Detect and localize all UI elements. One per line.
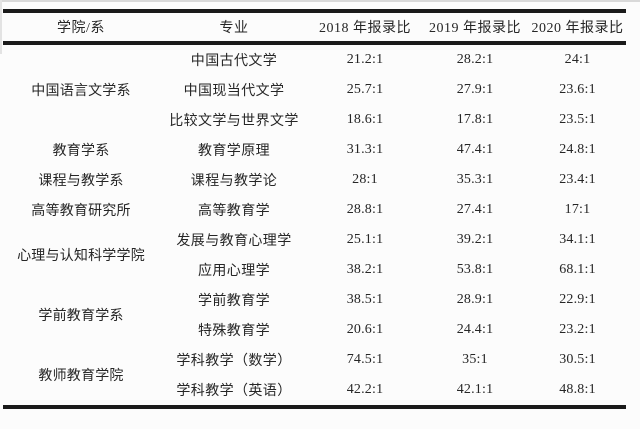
ratio-cell-2018: 25.1:1 bbox=[346, 232, 384, 247]
ratio-cell-2019: 28.2:1 bbox=[456, 52, 494, 67]
ratio-cell-2020: 23.5:1 bbox=[559, 112, 596, 127]
ratio-cell-2018: 38.5:1 bbox=[346, 292, 384, 307]
ratio-cell-2020: 23.4:1 bbox=[559, 172, 596, 187]
major-cell: 中国现当代文学 bbox=[183, 84, 285, 99]
ratio-cell-2020: 48.8:1 bbox=[559, 382, 596, 397]
ratio-cell-2019: 28.9:1 bbox=[456, 292, 494, 307]
major-cell: 比较文学与世界文学 bbox=[169, 114, 299, 129]
ratio-cell-2019: 27.4:1 bbox=[456, 202, 494, 217]
ratio-cell-2019: 27.9:1 bbox=[456, 82, 494, 97]
major-cell: 中国古代文学 bbox=[190, 54, 278, 69]
major-cell: 发展与教育心理学 bbox=[176, 234, 292, 249]
ratio-cell-2018: 31.3:1 bbox=[346, 142, 384, 157]
major-cell: 应用心理学 bbox=[198, 264, 270, 279]
ratio-cell-2020: 68.1:1 bbox=[559, 262, 596, 277]
ratio-cell-2020: 23.2:1 bbox=[559, 322, 596, 337]
table-row: 中国语言文学系 中国古代文学 21.2:1 28.2:1 24:1 bbox=[3, 43, 626, 99]
major-cell: 学科教学（英语） bbox=[176, 384, 292, 399]
admission-ratio-table: 学院/系 专业 2018 年报录比 2019 年报录比 2020 年报录比 中国语言文学… bbox=[3, 9, 626, 409]
department-cell: 心理与认知科学学院 bbox=[17, 249, 145, 264]
photo-top-edge bbox=[0, 0, 640, 2]
ratio-cell-2020: 23.6:1 bbox=[559, 82, 596, 97]
major-cell: 特殊教育学 bbox=[198, 324, 270, 339]
ratio-cell-2018: 18.6:1 bbox=[346, 112, 384, 127]
ratio-cell-2019: 42.1:1 bbox=[456, 382, 494, 397]
table-row: 比较文学与世界文学 18.6:1 17.8:1 23.5:1 bbox=[3, 105, 626, 135]
col-header-department: 学院/系 bbox=[3, 11, 159, 45]
col-header-major: 专业 bbox=[159, 11, 309, 45]
table-row: 中国现当代文学 25.7:1 27.9:1 23.6:1 bbox=[3, 75, 626, 105]
table-row: 高等教育研究所 高等教育学 28.8:1 27.4:1 17:1 bbox=[3, 195, 626, 225]
department-cell: 教师教育学院 bbox=[38, 369, 124, 384]
ratio-cell-2018: 28:1 bbox=[352, 172, 378, 187]
department-cell: 学前教育学系 bbox=[38, 309, 124, 324]
table-row: 课程与教学系 课程与教学论 28:1 35.3:1 23.4:1 bbox=[3, 165, 626, 195]
major-cell: 学前教育学 bbox=[198, 294, 270, 309]
major-cell: 高等教育学 bbox=[198, 204, 270, 219]
ratio-cell-2018: 25.7:1 bbox=[346, 82, 384, 97]
col-header-ratio-2018: 2018 年报录比 bbox=[309, 11, 421, 45]
ratio-cell-2018: 38.2:1 bbox=[346, 262, 384, 277]
ratio-cell-2019: 17.8:1 bbox=[456, 112, 494, 127]
major-cell: 学科教学（数学） bbox=[176, 354, 292, 369]
ratio-cell-2019: 53.8:1 bbox=[456, 262, 494, 277]
table-row: 应用心理学 38.2:1 53.8:1 68.1:1 bbox=[3, 255, 626, 285]
ratio-cell-2019: 35:1 bbox=[462, 352, 488, 367]
ratio-cell-2020: 30.5:1 bbox=[559, 352, 596, 367]
ratio-cell-2019: 24.4:1 bbox=[456, 322, 494, 337]
ratio-cell-2018: 28.8:1 bbox=[346, 202, 384, 217]
table-row: 学前教育学系 学前教育学 38.5:1 28.9:1 22.9:1 bbox=[3, 285, 626, 324]
major-cell: 课程与教学论 bbox=[190, 174, 278, 189]
table-body: 中国语言文学系 中国古代文学 21.2:1 28.2:1 24:1 中国现当代文学 25.7… bbox=[3, 43, 626, 407]
ratio-cell-2020: 34.1:1 bbox=[559, 232, 596, 247]
ratio-cell-2020: 22.9:1 bbox=[559, 292, 596, 307]
department-cell: 教育学系 bbox=[52, 144, 110, 159]
department-cell: 中国语言文学系 bbox=[31, 84, 131, 99]
table-row: 学科教学（英语） 42.2:1 42.1:1 48.8:1 bbox=[3, 375, 626, 407]
ratio-cell-2020: 17:1 bbox=[564, 202, 591, 217]
ratio-cell-2020: 24:1 bbox=[564, 52, 591, 67]
photo-left-edge bbox=[0, 0, 2, 54]
header-row: 学院/系 专业 2018 年报录比 2019 年报录比 2020 年报录比 bbox=[3, 11, 626, 45]
ratio-cell-2018: 42.2:1 bbox=[346, 382, 384, 397]
ratio-cell-2020: 24.8:1 bbox=[559, 142, 596, 157]
table-row: 教师教育学院 学科教学（数学） 74.5:1 35:1 30.5:1 bbox=[3, 345, 626, 384]
ratio-cell-2019: 47.4:1 bbox=[456, 142, 494, 157]
ratio-cell-2019: 35.3:1 bbox=[456, 172, 494, 187]
col-header-ratio-2020: 2020 年报录比 bbox=[529, 11, 626, 45]
ratio-cell-2019: 39.2:1 bbox=[456, 232, 494, 247]
ratio-cell-2018: 21.2:1 bbox=[346, 52, 384, 67]
department-cell: 高等教育研究所 bbox=[31, 204, 131, 219]
table-row: 教育学系 教育学原理 31.3:1 47.4:1 24.8:1 bbox=[3, 135, 626, 165]
ratio-cell-2018: 74.5:1 bbox=[346, 352, 384, 367]
ratio-cell-2018: 20.6:1 bbox=[346, 322, 384, 337]
col-header-ratio-2019: 2019 年报录比 bbox=[421, 11, 529, 45]
major-cell: 教育学原理 bbox=[198, 144, 270, 159]
table-row: 心理与认知科学学院 发展与教育心理学 25.1:1 39.2:1 34.1:1 bbox=[3, 225, 626, 264]
department-cell: 课程与教学系 bbox=[38, 174, 124, 189]
table-row: 特殊教育学 20.6:1 24.4:1 23.2:1 bbox=[3, 315, 626, 345]
